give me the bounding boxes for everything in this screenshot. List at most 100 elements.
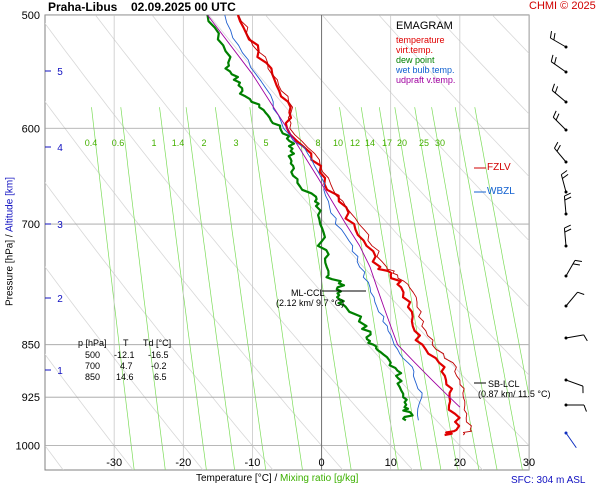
legend-item-temperature: temperature xyxy=(396,35,445,45)
table-cell-t: 14.6 xyxy=(116,372,134,382)
table-row: 500 -12.1 -16.5 xyxy=(78,350,188,361)
wind-barb-feather xyxy=(583,334,588,342)
mixing-ratio-line xyxy=(159,107,207,470)
wind-barb-feather xyxy=(583,404,587,412)
y-axis-pressure-label: Pressure [hPa] xyxy=(4,239,16,306)
wind-barb-feather xyxy=(554,57,557,65)
temperature-tick-label: 0 xyxy=(319,457,325,469)
wind-barb-station xyxy=(564,212,568,216)
table-cell-td: -16.5 xyxy=(148,350,169,360)
wind-barb-staff xyxy=(565,379,584,387)
mixing-ratio-tick-label: 10 xyxy=(333,138,343,148)
wind-barb-station xyxy=(564,70,568,74)
wind-barb-station xyxy=(564,128,568,132)
wind-barb-station xyxy=(564,336,568,340)
wind-barb-staff xyxy=(565,334,584,339)
legend: EMAGRAM temperature virt.temp. dew point… xyxy=(396,20,455,85)
wind-barb-staff xyxy=(550,61,567,73)
wind-barb-staff xyxy=(552,116,567,131)
mixing-ratio-tick-label: 1.4 xyxy=(172,138,185,148)
wind-barb-station xyxy=(564,431,568,435)
x-axis-separator: / xyxy=(274,473,278,484)
y-axis-separator: / xyxy=(4,234,16,238)
series-line-temperature xyxy=(236,15,461,437)
fzlv-label: FZLV xyxy=(487,162,511,173)
wind-barb-feather xyxy=(551,83,555,91)
mixing-ratio-line xyxy=(91,107,135,470)
wind-barb-feather xyxy=(577,291,585,295)
wind-barb-station xyxy=(564,160,568,164)
legend-title: EMAGRAM xyxy=(396,20,453,32)
temperature-tick-label: 30 xyxy=(523,457,535,469)
wind-barb-feather xyxy=(556,144,561,152)
pressure-tick-label: 925 xyxy=(22,392,40,404)
wind-barb-staff xyxy=(563,228,567,247)
x-axis-temp-label: Temperature [°C] xyxy=(196,473,272,484)
mixing-ratio-tick-label: 20 xyxy=(397,138,407,148)
wind-barb-feather xyxy=(564,228,572,233)
series-line-udpraft-v-temp xyxy=(207,15,461,408)
mixing-ratio-line xyxy=(120,107,166,470)
mixing-ratio-tick-label: 8 xyxy=(315,138,320,148)
table-row: 850 14.6 6.5 xyxy=(78,372,188,383)
sb-lcl-value: (0.87 km/ 11.5 °C) xyxy=(478,389,551,399)
dry-adiabat xyxy=(593,2,600,470)
mixing-ratio-tick-label: 0.6 xyxy=(112,138,125,148)
mixing-ratio-line xyxy=(454,107,523,470)
series-line-dew-point xyxy=(206,15,414,422)
sb-lcl-label: SB-LCL xyxy=(488,379,520,389)
wind-barb-station xyxy=(564,378,568,382)
table-header-t: T xyxy=(123,338,129,348)
legend-item-updraft: udpraft v.temp. xyxy=(396,75,456,85)
legend-item-dew-point: dew point xyxy=(396,55,435,65)
mixing-ratio-line xyxy=(360,107,422,470)
dry-adiabat xyxy=(537,2,600,470)
mixing-ratio-line xyxy=(214,107,267,470)
temperature-tick-label: -30 xyxy=(106,457,122,469)
surface-altitude-label: SFC: 304 m ASL xyxy=(511,475,586,486)
mixing-ratio-line xyxy=(185,107,235,470)
table-cell-t: 4.7 xyxy=(120,361,133,371)
wind-barb-staff xyxy=(563,196,567,215)
mixing-ratio-tick-label: 14 xyxy=(365,138,375,148)
wind-barb-staff xyxy=(551,90,567,103)
wbzl-label: WBZL xyxy=(487,186,515,197)
mixing-ratio-tick-label: 17 xyxy=(382,138,392,148)
series-line-wet-bulb-temp xyxy=(224,15,423,421)
dry-adiabat xyxy=(45,182,274,470)
mixing-ratio-tick-label: 5 xyxy=(263,138,268,148)
dry-adiabat xyxy=(45,100,344,470)
mixing-ratio-line xyxy=(295,107,352,470)
dry-adiabat xyxy=(264,15,529,308)
dry-adiabat xyxy=(94,15,483,470)
table-row: 700 4.7 -0.2 xyxy=(78,361,188,372)
table-cell-td: 6.5 xyxy=(154,372,167,382)
x-axis-mix-label: Mixing ratio [g/kg] xyxy=(280,473,359,484)
wind-barb-feather xyxy=(564,192,571,197)
altitude-tick-label: 5 xyxy=(57,67,63,78)
ml-ccl-label: ML-CCL xyxy=(291,288,325,298)
wind-barb-staff xyxy=(565,432,577,449)
wind-barb-station xyxy=(564,244,568,248)
wind-barb-feather xyxy=(561,170,568,176)
wind-barb-staff xyxy=(565,260,576,277)
y-axis-title: Pressure [hPa] / Altitude [km] xyxy=(5,137,16,347)
mixing-ratio-line xyxy=(414,107,480,470)
wind-barb-feather xyxy=(564,196,572,201)
wind-barb-feather xyxy=(550,54,554,62)
mixing-ratio-line xyxy=(474,107,529,398)
wind-barb-feather xyxy=(553,141,559,149)
wind-barb-station xyxy=(564,45,568,49)
altitude-tick-label: 1 xyxy=(57,366,63,377)
pressure-tick-label: 850 xyxy=(22,340,40,352)
header-station: Praha-Libus xyxy=(48,0,118,14)
wind-barb-station xyxy=(564,403,568,407)
dry-adiabat xyxy=(435,15,529,115)
legend-item-virt-temp: virt.temp. xyxy=(396,45,434,55)
wind-barb-feather xyxy=(562,173,569,179)
wind-barb-staff xyxy=(550,37,567,48)
temperature-tick-label: 10 xyxy=(385,457,397,469)
temperature-tick-label: -20 xyxy=(175,457,191,469)
pressure-tick-label: 500 xyxy=(22,10,40,22)
